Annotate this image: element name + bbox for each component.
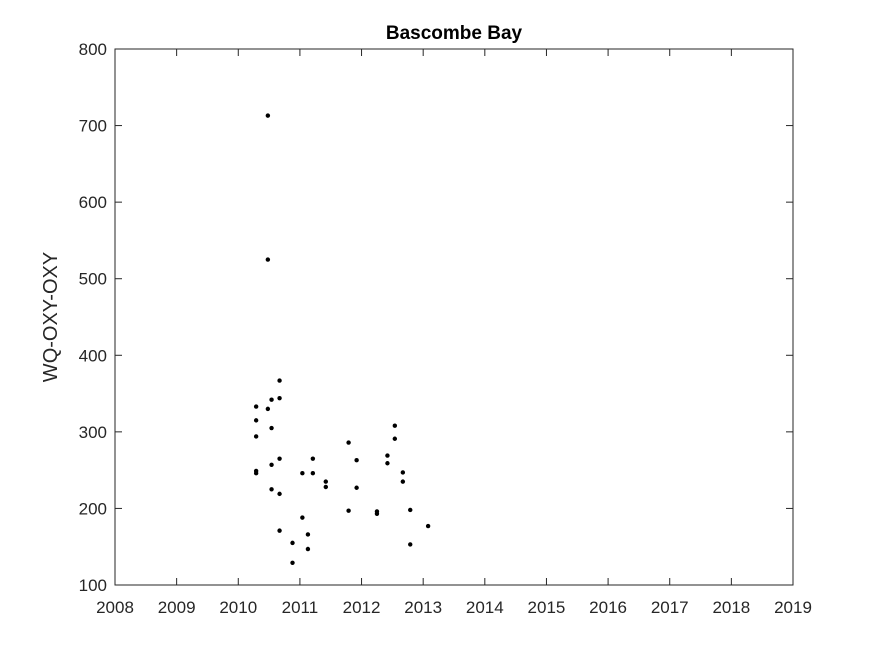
data-point bbox=[269, 425, 274, 431]
data-point bbox=[253, 471, 259, 476]
data-point bbox=[385, 461, 390, 466]
x-tick-label: 2013 bbox=[404, 598, 442, 617]
data-point bbox=[392, 436, 398, 441]
x-tick-label: 2018 bbox=[712, 598, 750, 617]
data-point bbox=[277, 378, 282, 383]
x-tick-label: 2017 bbox=[651, 598, 689, 617]
data-point bbox=[400, 470, 406, 475]
x-tick-label: 2016 bbox=[589, 598, 627, 617]
data-point bbox=[408, 507, 413, 513]
plot-area bbox=[114, 48, 794, 586]
data-point bbox=[425, 523, 431, 529]
y-tick-label: 400 bbox=[79, 346, 107, 365]
data-point bbox=[277, 456, 282, 461]
data-point bbox=[392, 423, 398, 428]
y-tick-label: 800 bbox=[79, 40, 107, 59]
data-point bbox=[323, 484, 328, 490]
y-tick-label: 700 bbox=[79, 117, 107, 136]
data-point bbox=[310, 456, 316, 461]
y-tick-label: 100 bbox=[79, 576, 107, 595]
data-point bbox=[346, 440, 351, 445]
x-tick-label: 2008 bbox=[96, 598, 134, 617]
data-point bbox=[269, 397, 274, 402]
data-point bbox=[323, 479, 328, 484]
data-point bbox=[354, 485, 359, 490]
data-point bbox=[277, 395, 282, 401]
y-tick-label: 300 bbox=[79, 423, 107, 442]
data-point bbox=[269, 462, 274, 467]
data-point bbox=[265, 406, 271, 412]
data-point bbox=[253, 418, 259, 423]
data-point bbox=[290, 540, 295, 546]
data-point bbox=[265, 113, 271, 118]
data-point bbox=[269, 487, 274, 492]
y-axis: 100 200 300 400 500 600 700 800 bbox=[79, 40, 793, 595]
data-point bbox=[310, 471, 316, 476]
x-tick-label: 2012 bbox=[343, 598, 381, 617]
x-tick-label: 2011 bbox=[282, 598, 319, 617]
data-point bbox=[253, 434, 259, 439]
data-point bbox=[354, 457, 359, 463]
y-axis-label: WQ-OXY-OXY bbox=[40, 252, 62, 382]
x-tick-label: 2014 bbox=[466, 598, 504, 617]
y-tick-label: 200 bbox=[79, 499, 107, 518]
data-point bbox=[300, 515, 305, 520]
data-point bbox=[253, 404, 259, 409]
data-point bbox=[277, 491, 282, 497]
data-point bbox=[265, 257, 271, 262]
data-points bbox=[253, 113, 431, 565]
data-point bbox=[385, 453, 390, 458]
data-point bbox=[277, 528, 282, 533]
data-point bbox=[346, 508, 351, 513]
y-tick-label: 600 bbox=[79, 193, 107, 212]
data-point bbox=[374, 511, 380, 516]
data-point bbox=[290, 560, 295, 565]
x-tick-label: 2009 bbox=[158, 598, 196, 617]
x-tick-label: 2015 bbox=[528, 598, 566, 617]
chart-title: Bascombe Bay bbox=[386, 23, 523, 44]
data-point bbox=[305, 532, 311, 537]
data-point bbox=[300, 471, 305, 476]
x-tick-label: 2010 bbox=[219, 598, 257, 617]
data-point bbox=[400, 479, 406, 484]
y-tick-label: 500 bbox=[79, 270, 107, 289]
data-point bbox=[305, 546, 311, 552]
data-point bbox=[408, 542, 413, 547]
x-tick-label: 2019 bbox=[774, 598, 812, 617]
x-axis: 2008 2009 2010 2011 2012 2013 2014 2015 2016 2017… bbox=[96, 49, 812, 617]
